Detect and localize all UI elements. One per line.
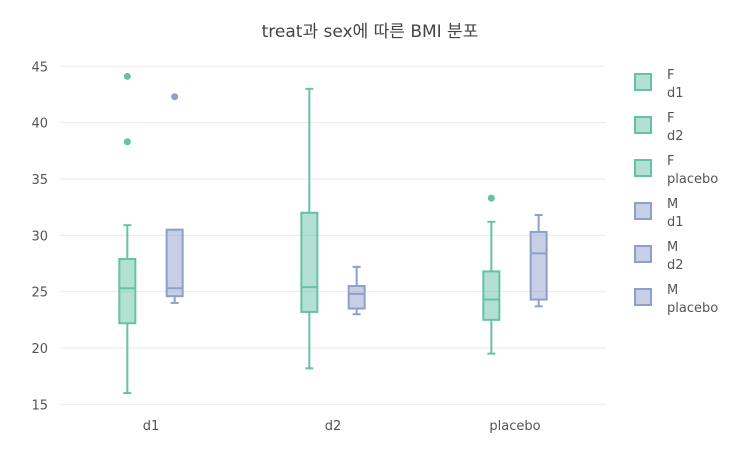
legend-label-category: d2 — [667, 129, 684, 144]
box-F-d2 — [300, 87, 319, 370]
legend-swatch — [634, 288, 652, 306]
iqr-box — [482, 270, 501, 321]
legend-label-category: d1 — [667, 86, 684, 101]
outlier-point — [171, 93, 179, 101]
legend-label-group: F — [667, 68, 674, 83]
x-tick-label: d2 — [325, 419, 342, 434]
outlier-point — [123, 138, 131, 146]
legend-item[interactable]: Fd2 — [634, 111, 684, 144]
outlier-point — [487, 194, 495, 202]
x-tick-label: d1 — [143, 419, 160, 434]
legend-label-category: d1 — [667, 215, 684, 230]
y-tick-label: 40 — [31, 117, 48, 132]
legend-label-category: placebo — [667, 172, 718, 187]
legend-swatch — [634, 202, 652, 220]
legend-swatch — [634, 245, 652, 263]
y-tick-label: 35 — [31, 173, 48, 188]
iqr-box — [347, 285, 366, 310]
y-axis: 15 20 25 30 35 40 45 — [31, 60, 48, 413]
legend-swatch — [634, 116, 652, 134]
box-F-d1 — [118, 72, 137, 395]
legend-label-group: F — [667, 154, 674, 169]
chart-title: treat과 sex에 따른 BMI 분포 — [262, 22, 479, 42]
legend-item[interactable]: Md2 — [634, 240, 684, 273]
x-tick-label: placebo — [489, 419, 540, 434]
y-tick-label: 30 — [31, 229, 48, 244]
legend-item[interactable]: Md1 — [634, 197, 684, 230]
legend-label-category: d2 — [667, 258, 684, 273]
box-M-d1 — [165, 93, 184, 304]
box-plots — [118, 72, 548, 395]
legend-label-category: placebo — [667, 301, 718, 316]
x-axis: d1 d2 placebo — [143, 419, 541, 434]
y-tick-label: 45 — [31, 60, 48, 75]
legend-swatch — [634, 159, 652, 177]
legend-swatch — [634, 73, 652, 91]
box-M-placebo — [529, 214, 548, 308]
legend-label-group: F — [667, 111, 674, 126]
iqr-box — [118, 257, 137, 325]
legend-item[interactable]: Fd1 — [634, 68, 684, 101]
outlier-point — [123, 72, 131, 80]
y-tick-label: 25 — [31, 286, 48, 301]
grid-layer — [60, 65, 606, 405]
y-tick-label: 20 — [31, 342, 48, 357]
iqr-box — [165, 228, 184, 298]
iqr-box — [529, 230, 548, 301]
legend-label-group: M — [667, 283, 678, 298]
y-tick-label: 15 — [31, 398, 48, 413]
legend-label-group: M — [667, 240, 678, 255]
box-F-placebo — [482, 194, 501, 355]
box-M-d2 — [347, 265, 366, 316]
legend-label-group: M — [667, 197, 678, 212]
iqr-box — [300, 211, 319, 313]
